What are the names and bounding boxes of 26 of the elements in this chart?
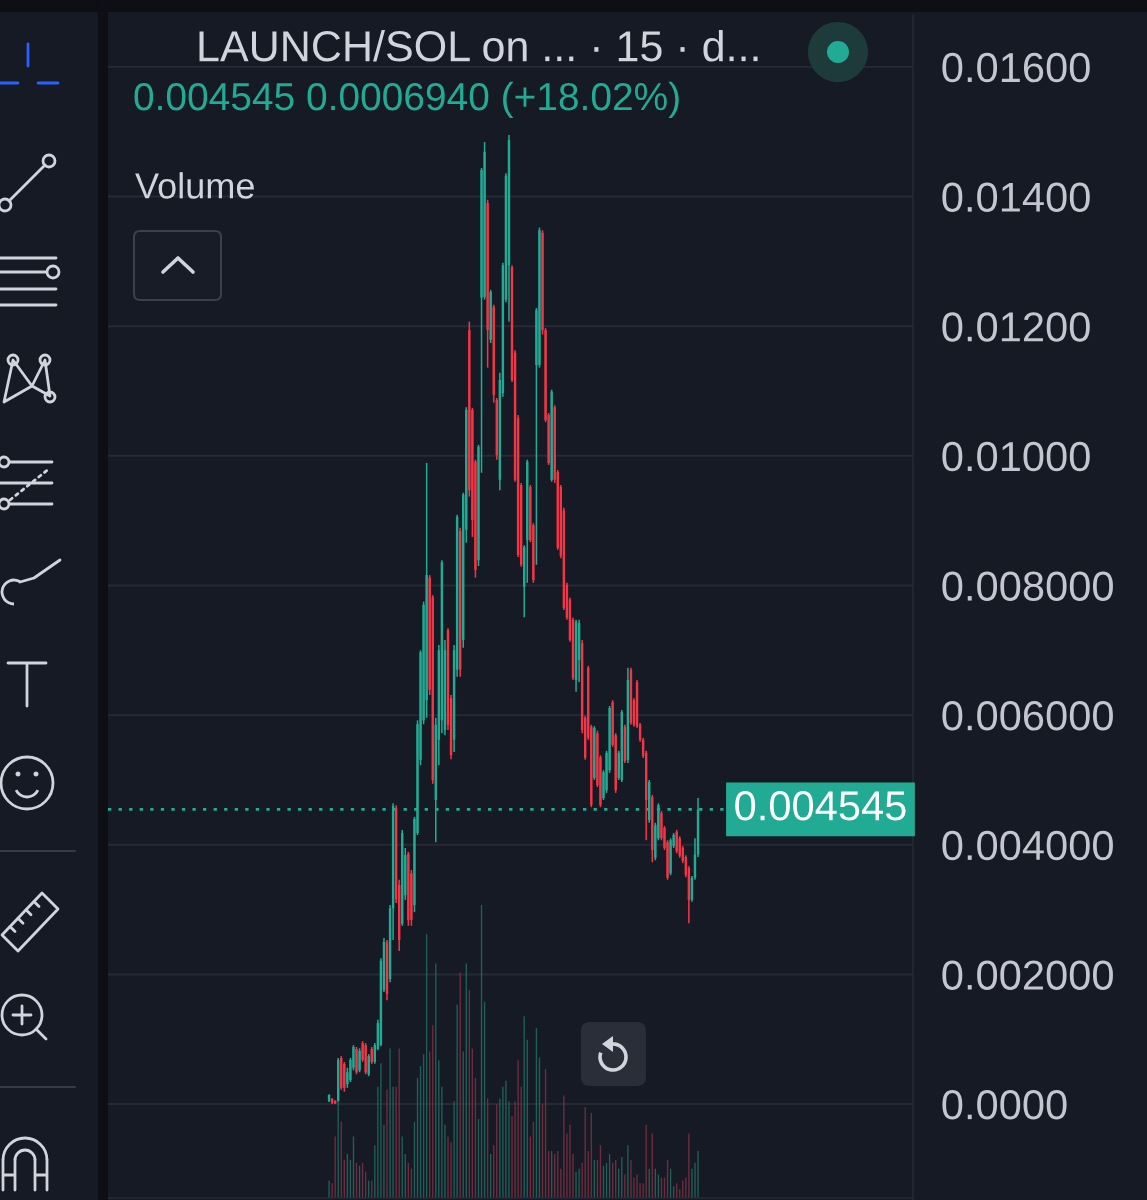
y-tick-label: 0.01600 (942, 52, 1090, 83)
candlestick (651, 794, 654, 864)
text: 0.004545 0.0006940 (+18.02%) (134, 81, 679, 119)
y-tick-label: 0.01200 (942, 312, 1090, 342)
y-tick-label: 0.002000 (942, 960, 1113, 990)
y-tick-label: 0.01400 (942, 182, 1090, 213)
y-tick-label: 0.006000 (942, 701, 1113, 731)
candlestick (486, 198, 489, 369)
candlestick (355, 1046, 358, 1076)
candlestick (593, 725, 596, 781)
candlestick (367, 1053, 370, 1077)
y-tick-label: 0.004000 (942, 830, 1113, 861)
candlestick (550, 388, 553, 483)
candlestick (407, 851, 410, 927)
candlestick (358, 1047, 361, 1074)
y-tick-label: 0.01000 (942, 441, 1090, 472)
candlestick (343, 1061, 346, 1093)
ref-line-label: 0.004545 (735, 791, 906, 821)
y-tick-label: 0.0000 (942, 1090, 1067, 1120)
candlestick (489, 289, 492, 344)
chart-title: LAUNCH/SOL on ... · 15 · d... (199, 29, 758, 62)
candlestick (675, 829, 678, 854)
y-tick-label: 0.008000 (942, 571, 1113, 601)
candlestick (669, 837, 672, 876)
chart-title: Volume (135, 172, 254, 199)
candlestick (364, 1042, 367, 1076)
